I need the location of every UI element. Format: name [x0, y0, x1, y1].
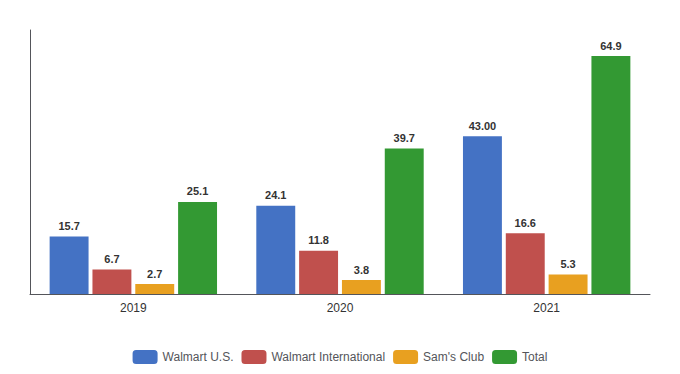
- svg-text:Sam's Club: Sam's Club: [423, 350, 484, 364]
- svg-text:2021: 2021: [533, 301, 560, 315]
- svg-text:11.8: 11.8: [308, 234, 329, 246]
- svg-text:Walmart U.S.: Walmart U.S.: [163, 350, 234, 364]
- svg-text:2.7: 2.7: [147, 268, 162, 280]
- svg-text:3.8: 3.8: [354, 264, 369, 276]
- svg-text:16.6: 16.6: [515, 217, 536, 229]
- svg-text:6.7: 6.7: [104, 253, 119, 265]
- svg-text:2020: 2020: [327, 301, 354, 315]
- svg-text:24.1: 24.1: [265, 189, 286, 201]
- svg-text:5.3: 5.3: [560, 258, 575, 270]
- svg-text:43.00: 43.00: [469, 120, 497, 132]
- svg-text:Total: Total: [522, 350, 547, 364]
- svg-text:2019: 2019: [120, 301, 147, 315]
- svg-text:Walmart International: Walmart International: [271, 350, 385, 364]
- svg-text:15.7: 15.7: [58, 220, 79, 232]
- svg-text:64.9: 64.9: [600, 40, 621, 52]
- svg-text:25.1: 25.1: [187, 185, 208, 197]
- svg-text:39.7: 39.7: [394, 132, 415, 144]
